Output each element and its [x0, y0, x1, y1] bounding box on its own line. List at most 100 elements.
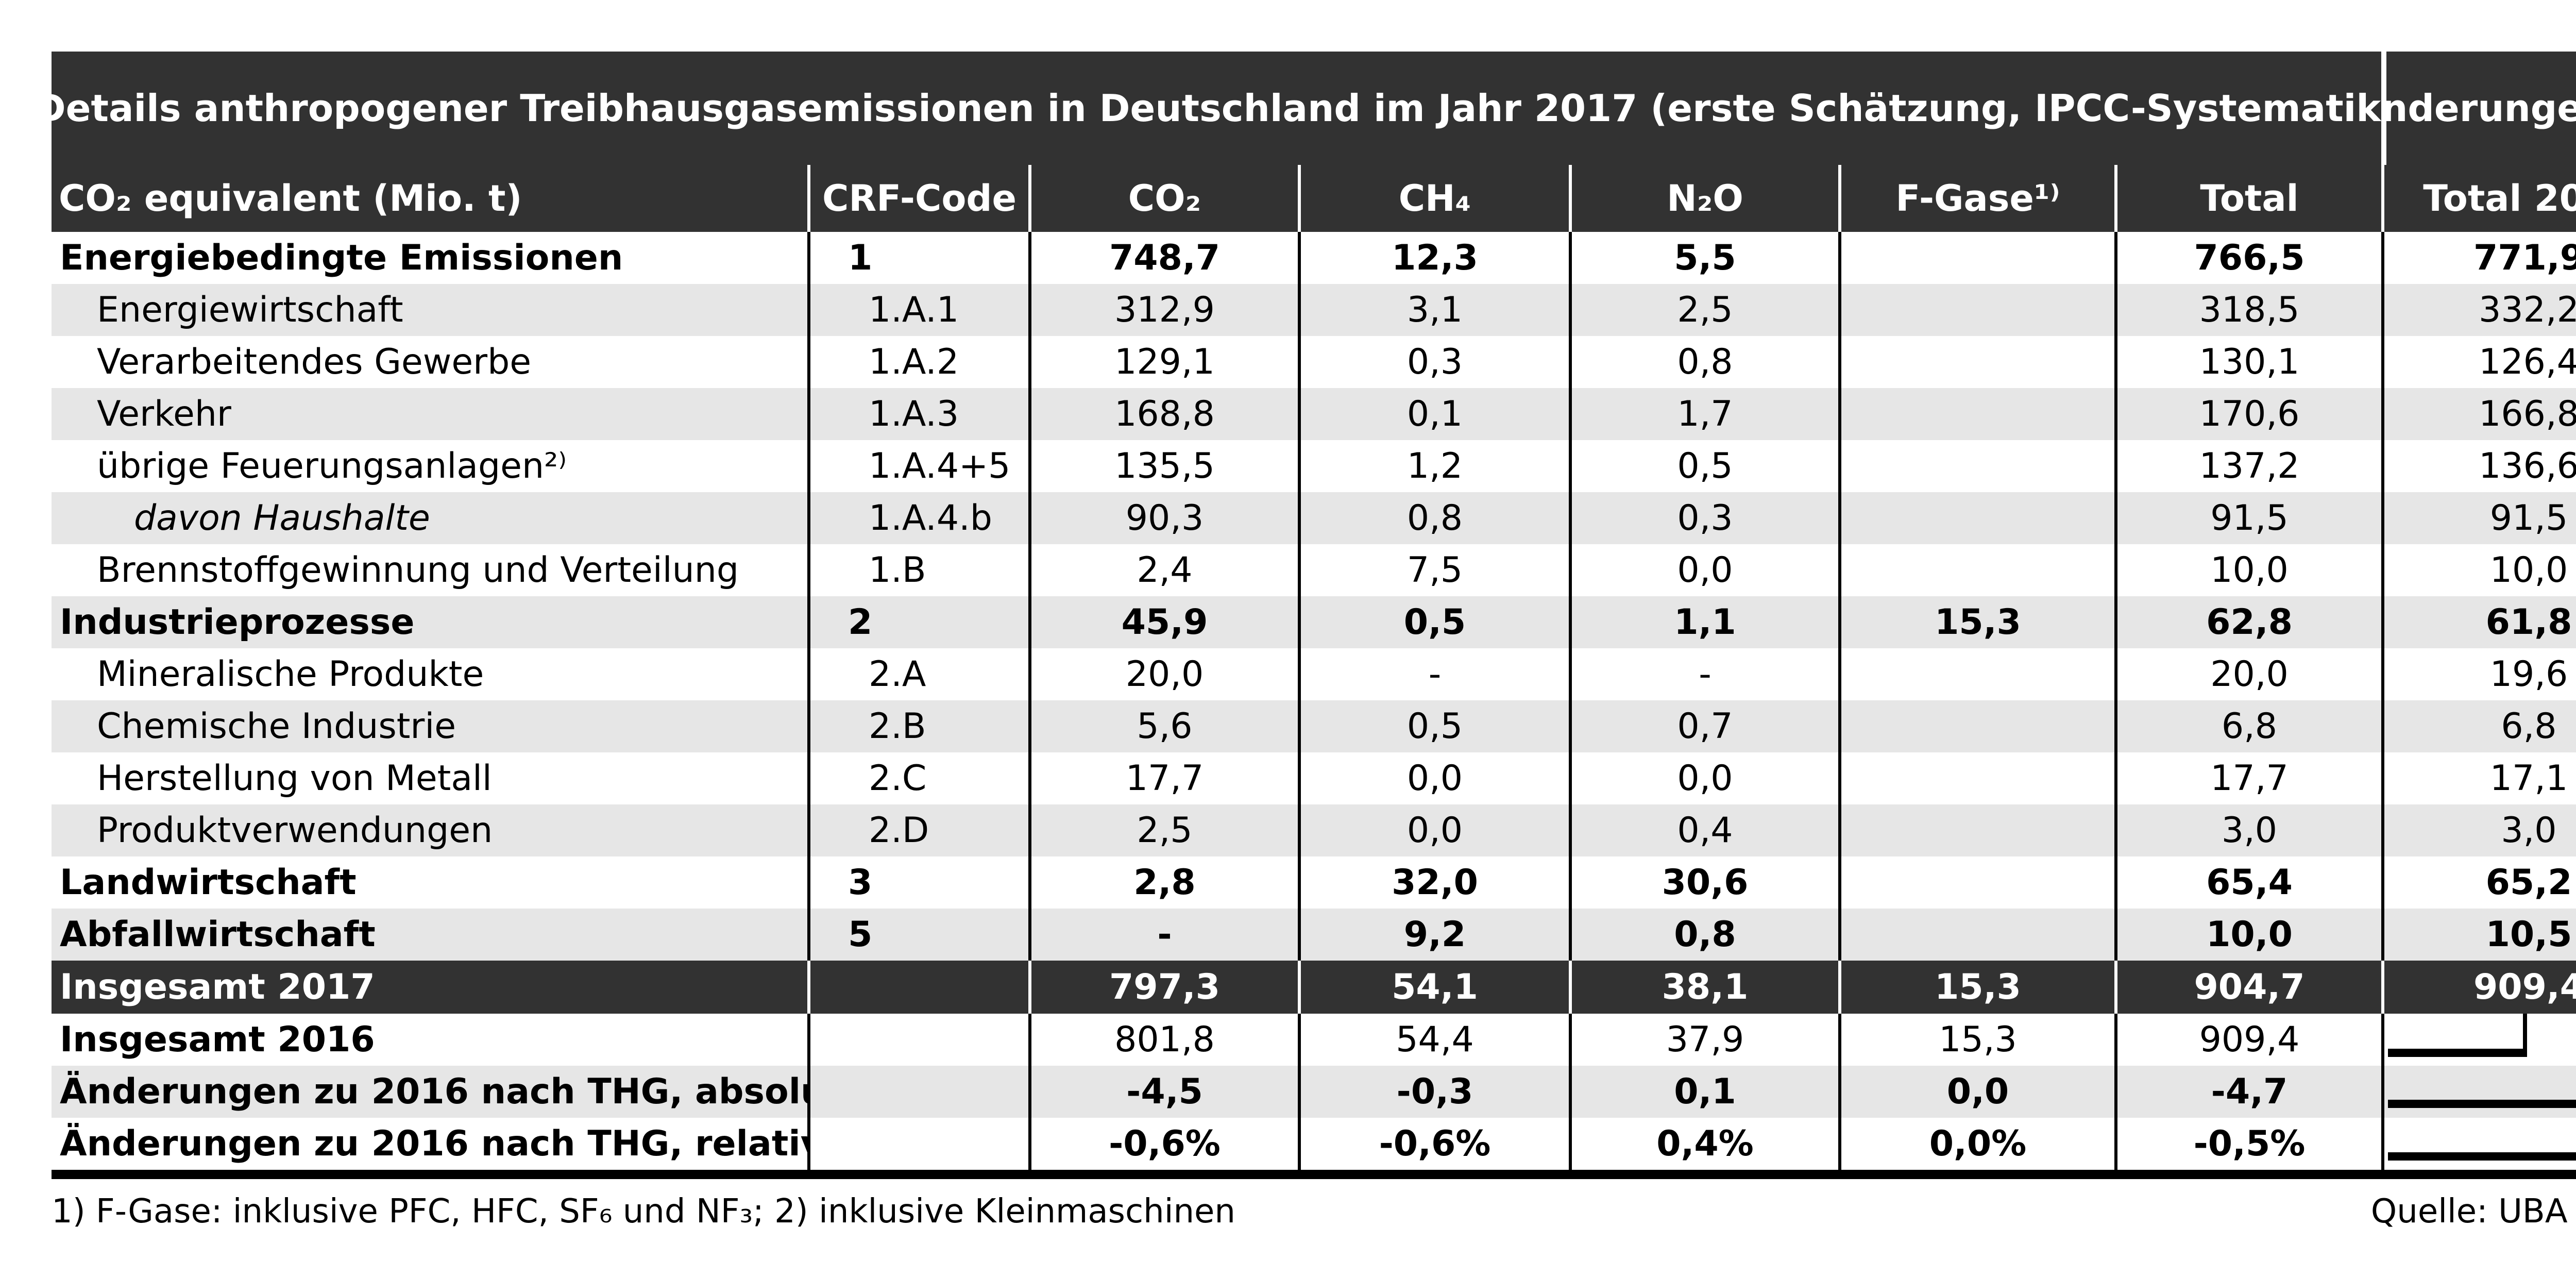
- cell-n2o: 37,9: [1569, 1014, 1838, 1066]
- source-note: Quelle: UBA Emissionssituation; Stand: 0…: [2370, 1192, 2576, 1231]
- cell-n2o: 0,4: [1569, 804, 1838, 856]
- cell-total: 766,5: [2114, 232, 2381, 284]
- table-row: Chemische Industrie2.B5,60,50,76,86,80,1…: [52, 700, 2576, 752]
- row-crf-code: [807, 1014, 1028, 1066]
- cell-ch4: 0,1: [1298, 388, 1569, 440]
- cell-ch4: 32,0: [1298, 856, 1569, 909]
- cell-n2o: 0,7: [1569, 700, 1838, 752]
- cell-co2: -0,6%: [1028, 1118, 1298, 1170]
- row-crf-code: 2.D: [807, 804, 1028, 856]
- cell-total_2016: 17,1: [2381, 752, 2576, 804]
- cell-total: -0,5%: [2114, 1118, 2381, 1170]
- row-crf-code: 1: [807, 232, 1028, 284]
- cell-total_2016: [2381, 1118, 2576, 1170]
- row-label: Mineralische Produkte: [97, 653, 484, 695]
- row-label: Industrieprozesse: [60, 601, 415, 643]
- cell-n2o: 38,1: [1569, 961, 1838, 1014]
- footnote: 1) F-Gase: inklusive PFC, HFC, SF₆ und N…: [52, 1192, 1235, 1231]
- cell-total_2016: 61,8: [2381, 596, 2576, 648]
- cell-total: 10,0: [2114, 544, 2381, 596]
- cell-co2: 17,7: [1028, 752, 1298, 804]
- cell-co2: 2,5: [1028, 804, 1298, 856]
- row-label: Insgesamt 2017: [60, 966, 375, 1007]
- connector-relativ-horizontal: [2388, 1152, 2576, 1161]
- table-row: Verarbeitendes Gewerbe 1.A.2 129,1 0,3 0,8 13…: [52, 336, 2576, 388]
- cell-f_gase: [1838, 284, 2114, 336]
- cell-ch4: -0,3: [1298, 1066, 1569, 1118]
- table-row: Herstellung von Metall 2.C 17,7 0,0 0,0 17,7 1…: [52, 752, 2576, 804]
- row-label: Insgesamt 2016: [60, 1019, 375, 1060]
- cell-co2: 168,8: [1028, 388, 1298, 440]
- cell-co2: 312,9: [1028, 284, 1298, 336]
- cell-f_gase: [1838, 804, 2114, 856]
- cell-total: -4,7: [2114, 1066, 2381, 1118]
- cell-f_gase: 0,0: [1838, 1066, 2114, 1118]
- cell-f_gase: [1838, 492, 2114, 544]
- cell-ch4: 7,5: [1298, 544, 1569, 596]
- cell-n2o: 0,1: [1569, 1066, 1838, 1118]
- cell-n2o: 0,0: [1569, 544, 1838, 596]
- column-header-f-gase: F-Gase¹⁾: [1838, 165, 2114, 232]
- cell-f_gase: [1838, 909, 2114, 961]
- cell-f_gase: [1838, 700, 2114, 752]
- cell-total: 20,0: [2114, 648, 2381, 700]
- cell-total_2016: 65,2: [2381, 856, 2576, 909]
- cell-total: 17,7: [2114, 752, 2381, 804]
- cell-ch4: 3,1: [1298, 284, 1569, 336]
- cell-ch4: 54,1: [1298, 961, 1569, 1014]
- cell-f_gase: [1838, 440, 2114, 492]
- cell-n2o: 0,8: [1569, 909, 1838, 961]
- cell-co2: 135,5: [1028, 440, 1298, 492]
- cell-n2o: 1,1: [1569, 596, 1838, 648]
- cell-total: 904,7: [2114, 961, 2381, 1014]
- row-label: Chemische Industrie: [97, 705, 456, 747]
- cell-total_2016: 10,0: [2381, 544, 2576, 596]
- row-crf-code: 5: [807, 909, 1028, 961]
- cell-total_2016: 3,0: [2381, 804, 2576, 856]
- cell-n2o: 30,6: [1569, 856, 1838, 909]
- cell-total: 6,8: [2114, 700, 2381, 752]
- cell-f_gase: [1838, 648, 2114, 700]
- table-row: Produktverwendungen2.D2,50,00,43,03,00,0…: [52, 804, 2576, 856]
- row-label: davon Haushalte: [134, 497, 430, 539]
- table-row: Landwirtschaft32,832,030,665,465,20,20,3…: [52, 856, 2576, 909]
- cell-co2: -4,5: [1028, 1066, 1298, 1118]
- cell-n2o: 0,0: [1569, 752, 1838, 804]
- row-crf-code: 1.A.3: [807, 388, 1028, 440]
- cell-f_gase: [1838, 856, 2114, 909]
- cell-total_2016: 19,6: [2381, 648, 2576, 700]
- table-row: davon Haushalte 1.A.4.b 90,3 0,8 0,3 91,5 91,5…: [52, 492, 2576, 544]
- table-row: Industrieprozesse 2 45,9 0,5 1,1 15,3 62,8 61,8…: [52, 596, 2576, 648]
- row-crf-code: 1.B: [807, 544, 1028, 596]
- cell-ch4: 0,5: [1298, 700, 1569, 752]
- cell-n2o: 0,3: [1569, 492, 1838, 544]
- cell-f_gase: 15,3: [1838, 1014, 2114, 1066]
- cell-n2o: 0,5: [1569, 440, 1838, 492]
- cell-ch4: 0,5: [1298, 596, 1569, 648]
- row-crf-code: 1.A.2: [807, 336, 1028, 388]
- cell-total_2016: 6,8: [2381, 700, 2576, 752]
- cell-total: 65,4: [2114, 856, 2381, 909]
- cell-ch4: 12,3: [1298, 232, 1569, 284]
- column-header-unit: CO₂ equivalent (Mio. t): [52, 165, 807, 232]
- cell-total_2016: 136,6: [2381, 440, 2576, 492]
- row-crf-code: 2.C: [807, 752, 1028, 804]
- connector-total2016-horizontal: [2388, 1049, 2527, 1057]
- row-label: Änderungen zu 2016 nach THG, relativ: [60, 1123, 807, 1164]
- cell-total: 909,4: [2114, 1014, 2381, 1066]
- cell-ch4: 54,4: [1298, 1014, 1569, 1066]
- cell-total_2016: 126,4: [2381, 336, 2576, 388]
- row-label: Verarbeitendes Gewerbe: [97, 341, 532, 382]
- cell-ch4: 0,0: [1298, 752, 1569, 804]
- cell-f_gase: [1838, 752, 2114, 804]
- cell-total: 137,2: [2114, 440, 2381, 492]
- cell-total_2016: 909,4: [2381, 961, 2576, 1014]
- cell-ch4: 1,2: [1298, 440, 1569, 492]
- cell-total_2016: 771,9: [2381, 232, 2576, 284]
- row-crf-code: [807, 1066, 1028, 1118]
- cell-total: 3,0: [2114, 804, 2381, 856]
- cell-total: 170,6: [2114, 388, 2381, 440]
- table-row: Energiebedingte Emissionen 1 748,7 12,3 5,5 7…: [52, 232, 2576, 284]
- row-crf-code: 2.A: [807, 648, 1028, 700]
